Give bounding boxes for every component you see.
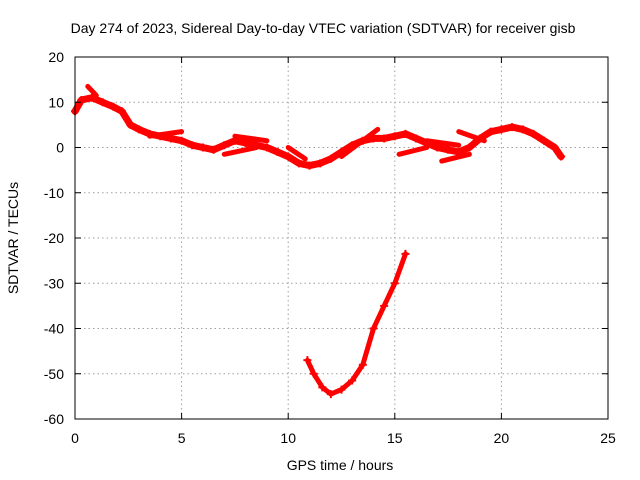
data-point <box>529 129 538 138</box>
chart-title: Day 274 of 2023, Sidereal Day-to-day VTE… <box>71 20 576 36</box>
data-point <box>380 301 389 310</box>
data-point <box>497 125 506 134</box>
data-streak <box>339 126 381 160</box>
data-point <box>433 143 442 152</box>
y-tick-label: 0 <box>56 140 64 156</box>
data-point <box>198 143 207 152</box>
data-point <box>337 385 346 394</box>
data-point <box>241 138 250 147</box>
data-point <box>369 324 378 333</box>
x-tick-label: 25 <box>600 430 616 446</box>
data-point <box>316 159 325 168</box>
y-tick-label: -60 <box>44 411 64 427</box>
data-point <box>326 390 335 399</box>
data-point <box>305 161 314 170</box>
data-streak <box>456 129 487 144</box>
data-point <box>109 102 118 111</box>
data-streak <box>232 133 270 144</box>
data-point <box>188 141 197 150</box>
y-tick-label: -10 <box>44 185 64 201</box>
data-point <box>390 279 399 288</box>
x-tick-label: 0 <box>71 430 79 446</box>
data-streak <box>85 83 99 98</box>
x-axis-label: GPS time / hours <box>287 457 394 473</box>
data-point <box>518 125 527 134</box>
series-line <box>304 251 408 397</box>
data-point <box>77 95 86 104</box>
data-point <box>369 134 378 143</box>
data-point <box>358 360 367 369</box>
x-axis: 0 5 10 15 20 25 <box>71 57 616 446</box>
x-tick-label: 15 <box>387 430 403 446</box>
y-tick-label: -30 <box>44 275 64 291</box>
data-point <box>557 152 566 161</box>
grid <box>75 57 608 419</box>
data-streak <box>285 145 308 162</box>
data-point <box>294 159 303 168</box>
x-tick-label: 10 <box>280 430 296 446</box>
y-tick-label: -50 <box>44 366 64 382</box>
data-streak <box>439 151 472 164</box>
y-tick-label: 10 <box>48 94 64 110</box>
data-point <box>220 141 229 150</box>
data-point <box>126 120 135 129</box>
x-tick-label: 5 <box>178 430 186 446</box>
data-streak <box>147 129 185 139</box>
data-point <box>318 383 327 392</box>
y-tick-label: -20 <box>44 230 64 246</box>
data-point <box>262 143 271 152</box>
data-streak <box>424 138 462 148</box>
data-point <box>486 127 495 136</box>
data-point <box>166 134 175 143</box>
data-point <box>88 93 97 102</box>
data-point <box>209 145 218 154</box>
data-point <box>401 249 410 258</box>
data-point <box>390 132 399 141</box>
y-axis-label: SDTVAR / TECUs <box>5 182 21 294</box>
data-point <box>117 107 126 116</box>
data-point <box>508 123 517 132</box>
data-point <box>309 369 318 378</box>
data-point <box>401 129 410 138</box>
data-layer <box>71 83 566 399</box>
data-point <box>326 154 335 163</box>
data-streak <box>221 145 259 157</box>
data-point <box>380 134 389 143</box>
data-point <box>177 136 186 145</box>
data-point <box>465 143 474 152</box>
y-tick-label: 20 <box>48 49 64 65</box>
data-point <box>348 376 357 385</box>
data-point <box>303 356 312 365</box>
data-point <box>98 98 107 107</box>
data-point <box>444 145 453 154</box>
data-point <box>273 148 282 157</box>
data-point <box>412 134 421 143</box>
data-point <box>540 136 549 145</box>
data-point <box>284 152 293 161</box>
x-tick-label: 20 <box>494 430 510 446</box>
y-axis: -60 -50 -40 -30 -20 -10 0 10 20 <box>44 49 608 427</box>
data-point <box>550 143 559 152</box>
y-tick-label: -40 <box>44 321 64 337</box>
data-streak <box>396 145 430 157</box>
data-point <box>134 125 143 134</box>
